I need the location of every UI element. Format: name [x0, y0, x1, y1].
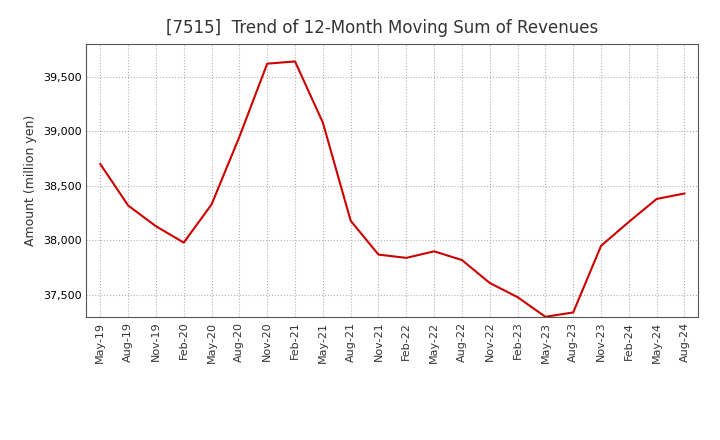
Y-axis label: Amount (million yen): Amount (million yen)	[24, 115, 37, 246]
Text: [7515]  Trend of 12-Month Moving Sum of Revenues: [7515] Trend of 12-Month Moving Sum of R…	[166, 19, 598, 37]
